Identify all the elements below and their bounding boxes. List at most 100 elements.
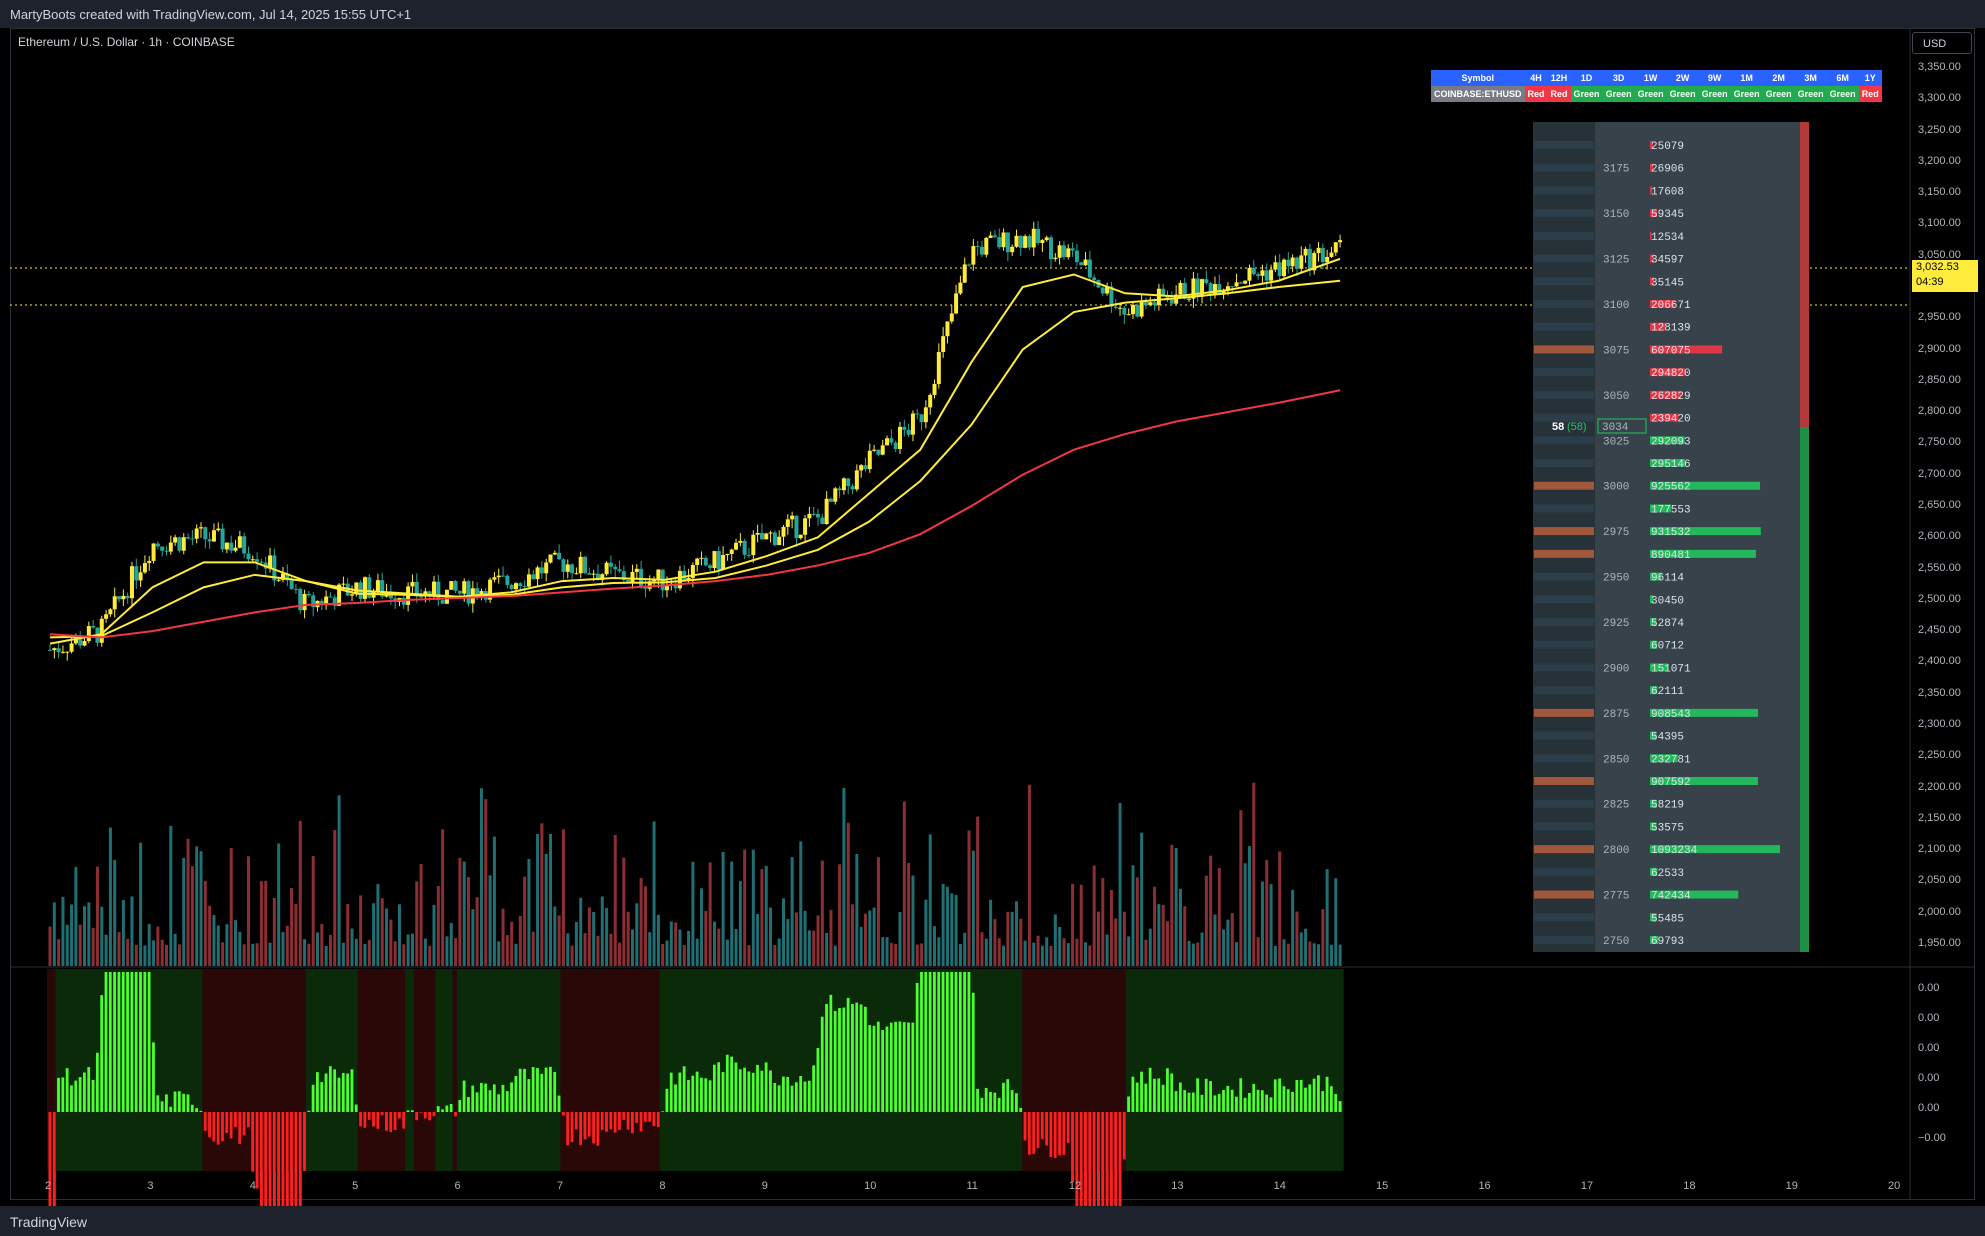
oscillator-background: [456, 969, 464, 1171]
volume-bar: [1006, 911, 1010, 966]
candle-body: [759, 532, 764, 540]
trend-value-cell: Red: [1524, 86, 1548, 102]
oscillator-bar: [596, 1112, 600, 1146]
oscillator-background: [1151, 969, 1159, 1171]
candle-body: [526, 574, 531, 587]
oscillator-background: [616, 969, 624, 1171]
candle-body: [811, 513, 816, 515]
volume-bar: [829, 910, 833, 966]
oscillator-background: [797, 969, 805, 1171]
oscillator-bar: [613, 1112, 617, 1133]
oscillator-bar: [1209, 1081, 1213, 1112]
oscillator-background: [642, 969, 649, 1171]
chart-frame[interactable]: [10, 28, 1975, 1200]
oscillator-background: [664, 969, 671, 1171]
oscillator-bar: [544, 1067, 548, 1112]
price-tick-label: 3,300.00: [1918, 92, 1961, 105]
oscillator-bar: [475, 1092, 479, 1112]
volume-bar: [272, 898, 276, 966]
candle-body: [600, 574, 605, 580]
volume-bar: [790, 857, 794, 966]
candle-body: [186, 537, 191, 539]
oscillator-background: [1048, 969, 1055, 1171]
volume-bar: [721, 852, 725, 966]
oscillator-background: [1242, 969, 1249, 1171]
candle-body: [1294, 257, 1299, 269]
oscillator-bar: [855, 1002, 859, 1112]
currency-button[interactable]: USD: [1912, 32, 1972, 54]
oscillator-bar: [747, 1071, 751, 1112]
oscillator-background: [776, 969, 783, 1171]
oscillator-background: [1022, 969, 1029, 1171]
oscillator-bar: [238, 1112, 242, 1144]
candle-body: [82, 640, 87, 646]
candle-body: [1135, 304, 1140, 317]
oscillator-bar: [1191, 1092, 1195, 1112]
tradingview-logo[interactable]: TradingView: [10, 1214, 88, 1230]
candle-body: [449, 581, 454, 590]
candle-body: [207, 539, 212, 542]
oscillator-background: [1004, 969, 1012, 1171]
bottom-bar: TradingView: [0, 1206, 1985, 1236]
oscillator-bar: [1045, 1112, 1049, 1146]
candle-body: [1061, 245, 1066, 258]
symbol-label[interactable]: Ethereum / U.S. Dollar · 1h · COINBASE: [18, 35, 235, 49]
volume-bar: [1282, 939, 1286, 966]
volume-bar: [842, 787, 846, 966]
oscillator-bar: [980, 1097, 984, 1112]
trend-value-cell: Green: [1826, 86, 1859, 102]
price-tick-label: 2,400.00: [1918, 655, 1961, 668]
oscillator-tick-label: −0.00: [1918, 1132, 1946, 1144]
oscillator-bar: [281, 1112, 285, 1228]
oscillator-background: [305, 969, 313, 1171]
volume-bar: [1334, 878, 1338, 966]
candle-body: [690, 564, 695, 578]
oscillator-background: [275, 969, 283, 1171]
candle-body: [742, 540, 747, 555]
oscillator-bar: [587, 1112, 591, 1137]
volume-bar: [1196, 942, 1200, 966]
volume-bar: [1140, 832, 1144, 966]
candle-body: [419, 596, 424, 598]
oscillator-background: [1302, 969, 1310, 1171]
volume-bar: [1122, 911, 1126, 966]
oscillator-background: [279, 969, 287, 1171]
oscillator-bar: [885, 1026, 889, 1112]
oscillator-background: [172, 969, 179, 1171]
oscillator-background: [379, 969, 386, 1171]
oscillator-bar: [1286, 1089, 1290, 1112]
volume-bar: [661, 943, 665, 966]
volume-bar: [777, 938, 781, 966]
oscillator-background: [193, 969, 201, 1171]
volume-bar: [242, 944, 246, 966]
volume-bar: [937, 937, 941, 966]
volume-bar: [915, 944, 919, 966]
volume-bar: [945, 886, 949, 966]
oscillator-bar: [1230, 1089, 1234, 1112]
oscillator-bar: [290, 1112, 294, 1220]
oscillator-bar: [958, 972, 962, 1112]
oscillator-bar: [1053, 1112, 1057, 1158]
candle-body: [1191, 278, 1196, 299]
candle-body: [52, 648, 57, 651]
volume-bar: [199, 851, 203, 966]
oscillator-background: [361, 969, 369, 1171]
candle-body: [565, 564, 570, 572]
volume-bar: [933, 926, 937, 966]
oscillator-background: [1203, 969, 1210, 1171]
oscillator-background: [1177, 969, 1184, 1171]
oscillator-bar: [583, 1112, 587, 1140]
volume-bar: [229, 848, 233, 966]
volume-bar: [725, 939, 729, 966]
oscillator-bar: [967, 972, 971, 1112]
oscillator-bar: [70, 1085, 74, 1112]
price-axis[interactable]: 3,350.00 3,300.00 3,250.00 3,200.00 3,150.00…: [1910, 56, 1985, 966]
volume-bar: [1286, 943, 1290, 966]
volume-bar: [1084, 942, 1088, 966]
oscillator-bar: [561, 1112, 565, 1116]
candle-body: [306, 593, 311, 596]
volume-bar: [152, 940, 156, 966]
candle-body: [673, 583, 678, 589]
candle-body: [846, 478, 851, 487]
